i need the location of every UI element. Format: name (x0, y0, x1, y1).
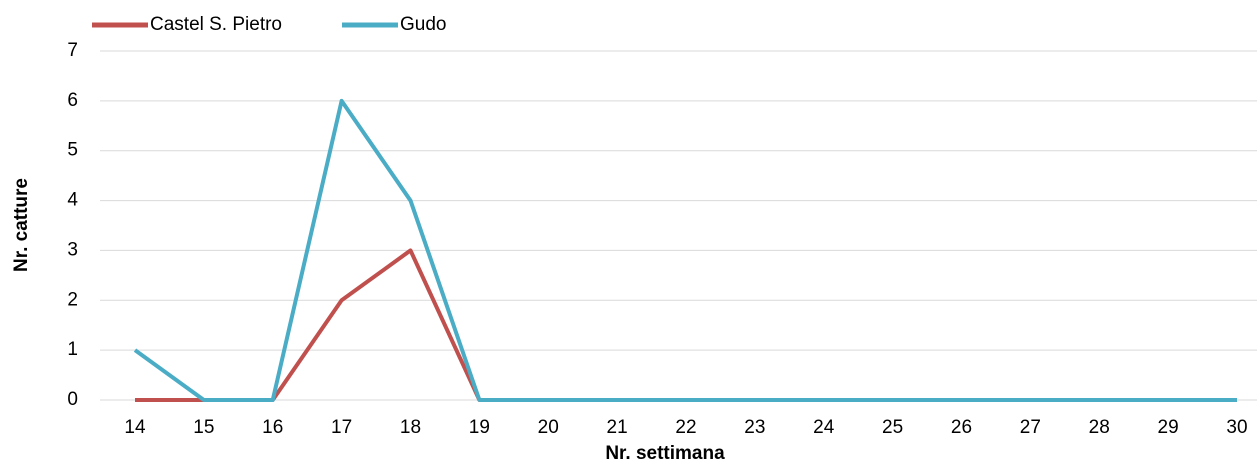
x-tick-label: 23 (744, 417, 765, 438)
x-tick-label: 25 (882, 417, 903, 438)
legend-label: Castel S. Pietro (150, 14, 282, 35)
x-tick-label: 19 (469, 417, 490, 438)
y-tick-label: 3 (67, 239, 78, 260)
x-tick-label: 30 (1226, 417, 1247, 438)
x-tick-label: 26 (951, 417, 972, 438)
x-tick-label: 21 (607, 417, 628, 438)
legend-label: Gudo (400, 14, 446, 35)
y-tick-label: 2 (67, 289, 78, 310)
y-tick-label: 4 (67, 190, 78, 211)
y-tick-label: 0 (67, 389, 78, 410)
series-line (133, 98, 1237, 402)
x-tick-label: 17 (331, 417, 352, 438)
x-tick-label: 22 (675, 417, 696, 438)
x-tick-label: 27 (1020, 417, 1041, 438)
x-tick-label: 24 (813, 417, 835, 438)
x-tick-label: 20 (538, 417, 559, 438)
x-axis-title: Nr. settimana (605, 443, 725, 464)
y-tick-label: 1 (67, 339, 78, 360)
x-tick-label: 16 (262, 417, 283, 438)
x-tick-label: 18 (400, 417, 421, 438)
x-tick-label: 28 (1089, 417, 1110, 438)
y-tick-label: 7 (67, 40, 78, 61)
x-tick-label: 14 (124, 417, 146, 438)
y-tick-label: 6 (67, 90, 78, 111)
y-tick-label: 5 (67, 140, 78, 161)
x-tick-label: 29 (1158, 417, 1179, 438)
y-axis-title: Nr. catture (11, 178, 32, 272)
x-tick-label: 15 (193, 417, 214, 438)
